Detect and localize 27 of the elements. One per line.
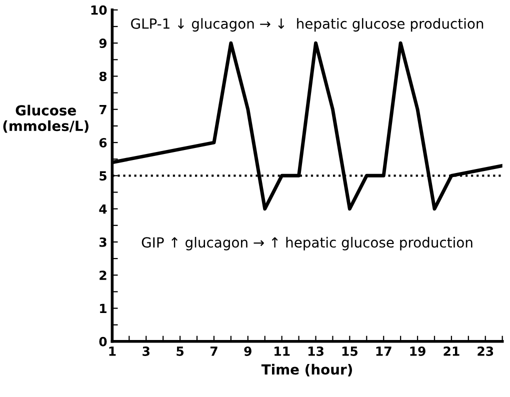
- x-axis-title: Time (hour): [261, 364, 352, 376]
- y-tick-label: 9: [99, 38, 107, 48]
- x-tick-label: 15: [342, 346, 358, 356]
- x-tick-label: 11: [274, 346, 290, 356]
- x-tick-label: 17: [376, 346, 392, 356]
- y-tick-label: 3: [99, 237, 106, 247]
- x-tick-label: 23: [478, 346, 494, 356]
- x-tick-label: 21: [444, 346, 460, 356]
- annotation: GLP-1 ↓ glucagon → ↓ hepatic glucose production: [131, 18, 484, 32]
- y-tick-label: 8: [99, 72, 107, 82]
- y-axis-title: Glucose (mmoles/L): [3, 104, 88, 133]
- x-tick-label: 7: [210, 346, 218, 356]
- y-tick-label: 5: [100, 171, 106, 181]
- y-tick-label: 1: [100, 304, 106, 314]
- x-tick-label: 13: [308, 346, 324, 356]
- y-tick-label: 7: [99, 105, 106, 114]
- x-tick-label: 9: [244, 346, 252, 356]
- y-tick-label: 2: [100, 270, 106, 280]
- x-tick-label: 1: [109, 346, 116, 356]
- x-tick-label: 19: [410, 346, 426, 356]
- y-tick-label: 6: [99, 138, 107, 148]
- y-tick-label: 4: [99, 204, 107, 214]
- y-tick-label: 10: [91, 5, 107, 15]
- annotation: GIP ↑ glucagon → ↑ hepatic glucose production: [142, 236, 472, 250]
- y-tick-label: 0: [99, 336, 107, 346]
- x-tick-label: 3: [142, 346, 150, 356]
- x-tick-label: 5: [176, 346, 184, 356]
